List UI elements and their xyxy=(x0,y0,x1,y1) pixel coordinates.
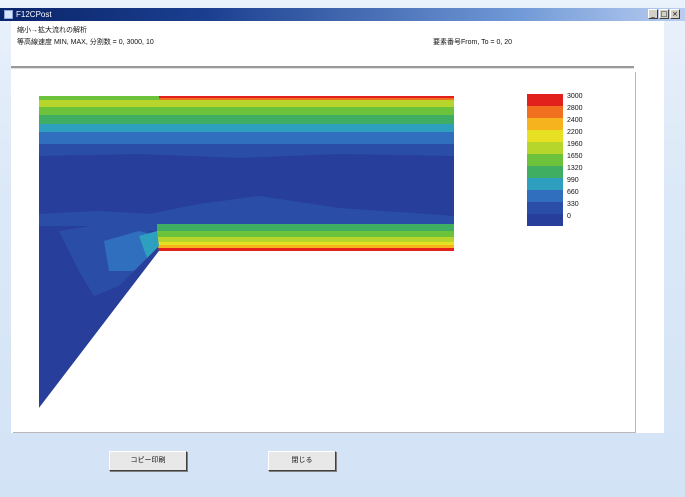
legend-label: 2400 xyxy=(567,117,583,124)
title-bar: F12CPost _ □ × xyxy=(0,8,685,21)
contour-band xyxy=(157,224,454,231)
header-separator xyxy=(11,66,634,69)
legend-swatch xyxy=(527,166,563,178)
legend-swatch xyxy=(527,202,563,214)
legend-swatch xyxy=(527,106,563,118)
legend-swatch xyxy=(527,214,563,226)
minimize-icon[interactable]: _ xyxy=(648,9,658,19)
contour-band xyxy=(157,248,454,251)
legend-label: 3000 xyxy=(567,93,583,100)
legend-swatch xyxy=(527,142,563,154)
velocity-contour-plot xyxy=(39,96,454,411)
color-legend: 3000 2800 2400 2200 1960 1650 1320 990 6… xyxy=(527,93,583,226)
window-title: F12CPost xyxy=(16,10,52,19)
element-range: 要素番号From, To = 0, 20 xyxy=(433,39,513,46)
app-icon xyxy=(4,10,13,19)
legend-label: 990 xyxy=(567,177,579,184)
maximize-icon[interactable]: □ xyxy=(659,9,669,19)
contour-band xyxy=(39,132,454,144)
contour-band xyxy=(159,98,454,101)
contour-band xyxy=(39,107,454,115)
close-button[interactable]: 閉じる xyxy=(268,451,336,471)
legend-swatch xyxy=(527,130,563,142)
legend-bar xyxy=(527,94,563,226)
close-icon[interactable]: × xyxy=(670,9,680,19)
contour-band xyxy=(39,144,454,158)
legend-swatch xyxy=(527,190,563,202)
legend-labels: 3000 2800 2400 2200 1960 1650 1320 990 6… xyxy=(567,91,583,223)
analysis-title: 縮小→拡大流れの解析 xyxy=(17,27,87,34)
legend-swatch xyxy=(527,154,563,166)
contour-band xyxy=(139,231,159,258)
legend-swatch xyxy=(527,178,563,190)
legend-label: 0 xyxy=(567,213,571,220)
legend-label: 330 xyxy=(567,201,579,208)
legend-label: 2200 xyxy=(567,129,583,136)
contour-band xyxy=(39,115,454,124)
legend-label: 1960 xyxy=(567,141,583,148)
legend-label: 1650 xyxy=(567,153,583,160)
contour-band xyxy=(157,237,454,242)
contour-band xyxy=(157,242,454,245)
contour-band xyxy=(159,96,454,98)
solid-wall-region xyxy=(39,251,454,411)
contour-band xyxy=(39,154,454,216)
contour-band xyxy=(39,100,454,107)
legend-label: 2800 xyxy=(567,105,583,112)
window-controls: _ □ × xyxy=(648,9,680,19)
legend-label: 660 xyxy=(567,189,579,196)
contour-band xyxy=(39,196,454,231)
contour-params: 等高線速度 MIN, MAX, 分割数 = 0, 3000, 10 xyxy=(17,39,154,46)
legend-swatch xyxy=(527,118,563,130)
contour-band xyxy=(39,124,454,132)
legend-swatch xyxy=(527,94,563,106)
contour-band xyxy=(157,231,454,237)
legend-label: 1320 xyxy=(567,165,583,172)
copy-print-button[interactable]: コピー印刷 xyxy=(109,451,187,471)
contour-band xyxy=(157,245,454,248)
